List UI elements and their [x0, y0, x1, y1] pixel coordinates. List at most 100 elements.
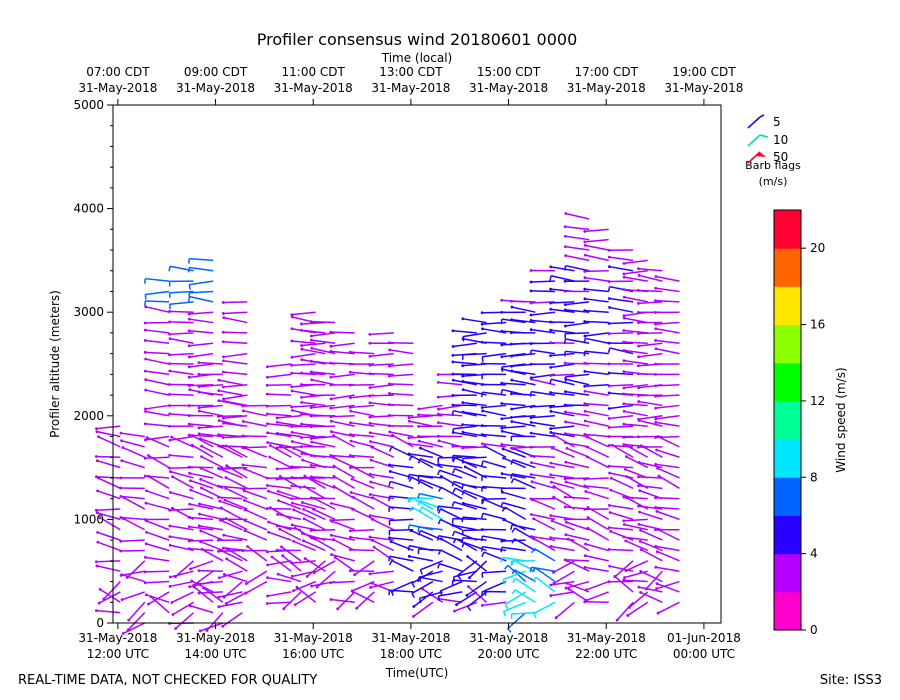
wind-barb: [417, 548, 443, 554]
barb-shaft: [610, 530, 634, 541]
barb-shaft: [330, 415, 355, 418]
barb-calm-dot: [609, 530, 613, 533]
wind-barb: [639, 528, 663, 541]
wind-barb: [550, 446, 575, 458]
wind-barb: [451, 360, 477, 365]
barb-calm-dot: [168, 412, 172, 416]
wind-barb: [197, 361, 223, 365]
barb-shaft: [333, 538, 356, 552]
wind-barb: [549, 301, 575, 305]
barb-feather: [583, 338, 586, 344]
barb-shaft: [201, 445, 224, 458]
barb-shaft: [189, 526, 214, 531]
barb-feather: [418, 598, 422, 604]
wind-barb: [121, 446, 146, 458]
wind-barb: [293, 591, 317, 607]
barb-shaft: [170, 470, 194, 479]
barb-feather: [408, 476, 413, 482]
barb-shaft: [584, 362, 609, 365]
barb-calm-dot: [372, 545, 376, 549]
barb-shaft: [267, 383, 292, 387]
barb-shaft: [483, 551, 507, 562]
barb-shaft: [501, 352, 526, 358]
wind-barb: [622, 383, 648, 390]
barb-shaft: [462, 401, 487, 407]
barb-calm-dot: [550, 519, 554, 523]
barb-shaft: [120, 516, 145, 521]
barb-calm-dot: [217, 595, 221, 599]
barb-calm-dot: [144, 357, 148, 361]
wind-barb: [529, 535, 556, 541]
barb-shaft: [189, 472, 214, 479]
barb-calm-dot: [654, 384, 657, 388]
wind-barb: [102, 581, 121, 601]
wind-barb: [563, 264, 590, 272]
barb-shaft: [292, 524, 316, 531]
wind-barb: [407, 419, 434, 427]
wind-barb: [144, 305, 170, 313]
barb-calm-dot: [550, 446, 554, 450]
barb-shaft: [453, 431, 477, 438]
wind-barb: [243, 508, 268, 521]
barb-calm-dot: [564, 586, 568, 590]
barb-shaft: [373, 546, 395, 562]
barb-shaft: [501, 382, 526, 386]
barb-shaft: [585, 490, 609, 500]
wind-barb: [241, 404, 267, 408]
barb-feather: [452, 457, 456, 463]
barb-calm-dot: [607, 444, 611, 447]
wind-barb: [622, 518, 648, 523]
barb-shaft: [247, 545, 268, 562]
wind-barb: [368, 372, 394, 376]
barb-calm-dot: [480, 340, 484, 344]
wind-barb: [408, 455, 434, 469]
barb-shaft: [623, 259, 648, 265]
barb-calm-dot: [622, 261, 626, 265]
barb-shaft: [190, 479, 214, 490]
barb-shaft: [311, 425, 336, 428]
barb-calm-dot: [268, 444, 272, 447]
barb-calm-dot: [170, 435, 174, 439]
barb-calm-dot: [387, 341, 391, 345]
barb-calm-dot: [480, 362, 484, 366]
wind-barb: [168, 508, 194, 512]
barb-feather: [436, 506, 440, 512]
wind-barb: [436, 434, 463, 438]
barb-shaft: [463, 460, 487, 469]
barb-shaft: [511, 318, 536, 324]
wind-barb: [241, 434, 267, 438]
wind-barb: [502, 570, 526, 585]
barb-calm-dot: [437, 421, 440, 425]
wind-barb: [187, 329, 214, 334]
barb-shaft: [350, 433, 375, 438]
wind-barb: [168, 435, 194, 442]
barb-shaft: [243, 420, 267, 427]
barb-shaft: [330, 404, 355, 410]
barb-calm-dot: [221, 330, 225, 334]
barb-calm-dot: [623, 576, 626, 579]
barb-shaft: [169, 310, 194, 313]
wind-barb: [453, 601, 478, 613]
barb-calm-dot: [637, 386, 640, 390]
wind-barb: [222, 359, 248, 365]
barb-shaft: [223, 301, 248, 304]
wind-barb: [168, 535, 194, 541]
barb-calm-dot: [309, 370, 313, 374]
barb-calm-dot: [143, 321, 147, 325]
barb-calm-dot: [168, 392, 171, 396]
barb-shaft: [292, 502, 316, 510]
barb-shaft: [440, 475, 463, 489]
barb-calm-dot: [221, 436, 225, 439]
barb-shaft: [550, 275, 575, 282]
wind-barb: [350, 477, 375, 490]
barb-calm-dot: [368, 333, 372, 336]
barb-calm-dot: [309, 394, 313, 397]
wind-barb: [563, 225, 590, 231]
barb-calm-dot: [275, 431, 279, 435]
wind-barb: [461, 410, 487, 417]
barb-calm-dot: [169, 490, 172, 494]
barb-shaft: [145, 502, 170, 510]
barb-calm-dot: [480, 433, 484, 436]
barb-shaft: [146, 531, 170, 541]
